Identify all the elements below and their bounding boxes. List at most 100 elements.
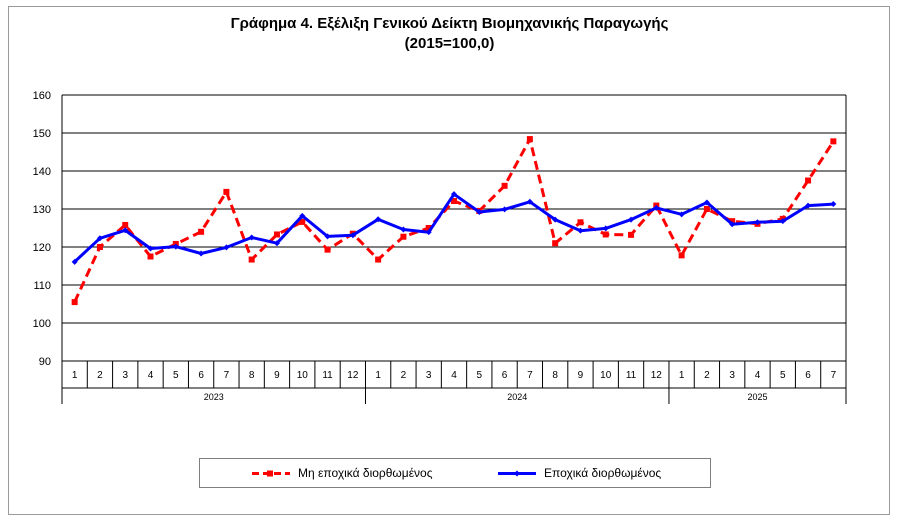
x-tick-label: 2 (97, 370, 103, 381)
y-tick-label: 160 (33, 90, 51, 102)
data-point-adjusted (198, 250, 205, 257)
data-point-adjusted (122, 227, 129, 234)
x-tick-label: 1 (72, 370, 78, 381)
x-tick-label: 3 (122, 370, 128, 381)
chart-legend: Μη εποχικά διορθωμένος Εποχικά διορθωμέν… (199, 458, 711, 488)
x-tick-label: 7 (527, 370, 533, 381)
chart-title-line-2: (2015=100,0) (404, 35, 495, 52)
year-label: 2024 (507, 392, 527, 402)
legend-swatch-non-adjusted (252, 470, 290, 477)
data-point-non-adjusted (71, 299, 78, 306)
x-tick-label: 5 (780, 370, 786, 381)
x-tick-label: 4 (755, 370, 761, 381)
data-point-non-adjusted (501, 182, 508, 189)
data-point-non-adjusted (96, 244, 103, 250)
data-point-non-adjusted (375, 256, 382, 263)
data-point-adjusted (400, 226, 407, 233)
x-tick-label: 3 (729, 370, 735, 381)
data-point-non-adjusted (248, 256, 255, 263)
data-point-non-adjusted (577, 219, 584, 226)
data-point-non-adjusted (678, 252, 685, 259)
x-tick-label: 10 (297, 370, 309, 381)
data-point-non-adjusted (830, 138, 837, 145)
x-tick-label: 4 (451, 370, 457, 381)
data-point-adjusted (703, 199, 710, 206)
data-point-adjusted (349, 232, 356, 239)
data-point-non-adjusted (602, 231, 609, 238)
data-point-adjusted (375, 216, 382, 223)
data-point-adjusted (501, 206, 508, 213)
chart-title-line-1: Γράφημα 4. Εξέλιξη Γενικού Δείκτη Βιομηχ… (230, 15, 669, 32)
data-point-adjusted (602, 225, 609, 232)
x-tick-label: 2 (401, 370, 407, 381)
data-point-non-adjusted (147, 253, 154, 260)
data-point-non-adjusted (805, 177, 812, 184)
data-point-non-adjusted (703, 206, 710, 212)
data-point-adjusted (577, 227, 584, 234)
data-point-non-adjusted (628, 231, 635, 238)
data-point-non-adjusted (526, 136, 533, 143)
legend-label-adjusted: Εποχικά διορθωμένος (544, 466, 662, 480)
x-tick-label: 11 (626, 370, 637, 381)
series-line-non-adjusted (73, 137, 835, 303)
y-tick-label: 150 (33, 128, 51, 140)
data-point-non-adjusted (273, 231, 280, 238)
x-tick-label: 6 (198, 370, 204, 381)
chart-frame (8, 6, 890, 515)
data-point-non-adjusted (299, 218, 306, 225)
data-point-non-adjusted (552, 240, 559, 247)
y-tick-label: 110 (33, 280, 51, 292)
y-tick-label: 140 (33, 166, 51, 178)
x-tick-label: 8 (552, 370, 558, 381)
x-tick-label: 9 (578, 370, 584, 381)
data-point-adjusted (779, 218, 786, 225)
data-point-adjusted (172, 243, 179, 250)
year-label: 2025 (747, 392, 767, 402)
data-point-adjusted (71, 258, 78, 265)
x-tick-label: 6 (805, 370, 811, 381)
y-tick-label: 100 (33, 318, 51, 330)
data-point-non-adjusted (122, 221, 129, 228)
x-tick-label: 7 (224, 370, 230, 381)
x-tick-label: 12 (651, 370, 663, 381)
data-point-adjusted (248, 234, 255, 241)
series-line-adjusted (73, 192, 834, 263)
data-point-non-adjusted (198, 228, 205, 235)
year-label: 2023 (204, 392, 224, 402)
data-point-adjusted (96, 235, 103, 242)
legend-swatch-adjusted (498, 470, 536, 477)
data-point-non-adjusted (400, 233, 407, 240)
x-tick-label: 4 (148, 370, 154, 381)
data-point-adjusted (451, 191, 457, 198)
data-point-adjusted (552, 216, 559, 223)
x-tick-label: 2 (704, 370, 710, 381)
data-point-non-adjusted (729, 218, 736, 225)
chart-title: Γράφημα 4. Εξέλιξη Γενικού Δείκτη Βιομηχ… (0, 14, 899, 54)
y-tick-label: 90 (39, 356, 51, 368)
y-tick-label: 120 (33, 242, 51, 254)
data-point-adjusted (147, 245, 154, 252)
data-point-adjusted (628, 216, 635, 223)
data-point-non-adjusted (451, 198, 457, 205)
x-tick-label: 5 (477, 370, 483, 381)
data-point-non-adjusted (324, 246, 331, 253)
data-point-adjusted (805, 202, 812, 209)
data-point-adjusted (299, 212, 306, 219)
data-point-adjusted (678, 211, 685, 218)
data-point-adjusted (425, 229, 432, 236)
x-tick-label: 9 (274, 370, 280, 381)
x-tick-label: 5 (173, 370, 179, 381)
data-point-non-adjusted (425, 225, 432, 231)
legend-label-non-adjusted: Μη εποχικά διορθωμένος (298, 466, 433, 480)
data-point-adjusted (830, 201, 837, 208)
data-point-adjusted (729, 221, 736, 228)
data-point-adjusted (273, 240, 280, 247)
x-tick-label: 11 (322, 370, 333, 381)
x-tick-label: 12 (347, 370, 359, 381)
data-point-adjusted (476, 209, 483, 216)
data-point-adjusted (223, 244, 230, 251)
y-tick-label: 130 (33, 204, 51, 216)
data-point-adjusted (324, 233, 331, 240)
x-tick-label: 8 (249, 370, 255, 381)
